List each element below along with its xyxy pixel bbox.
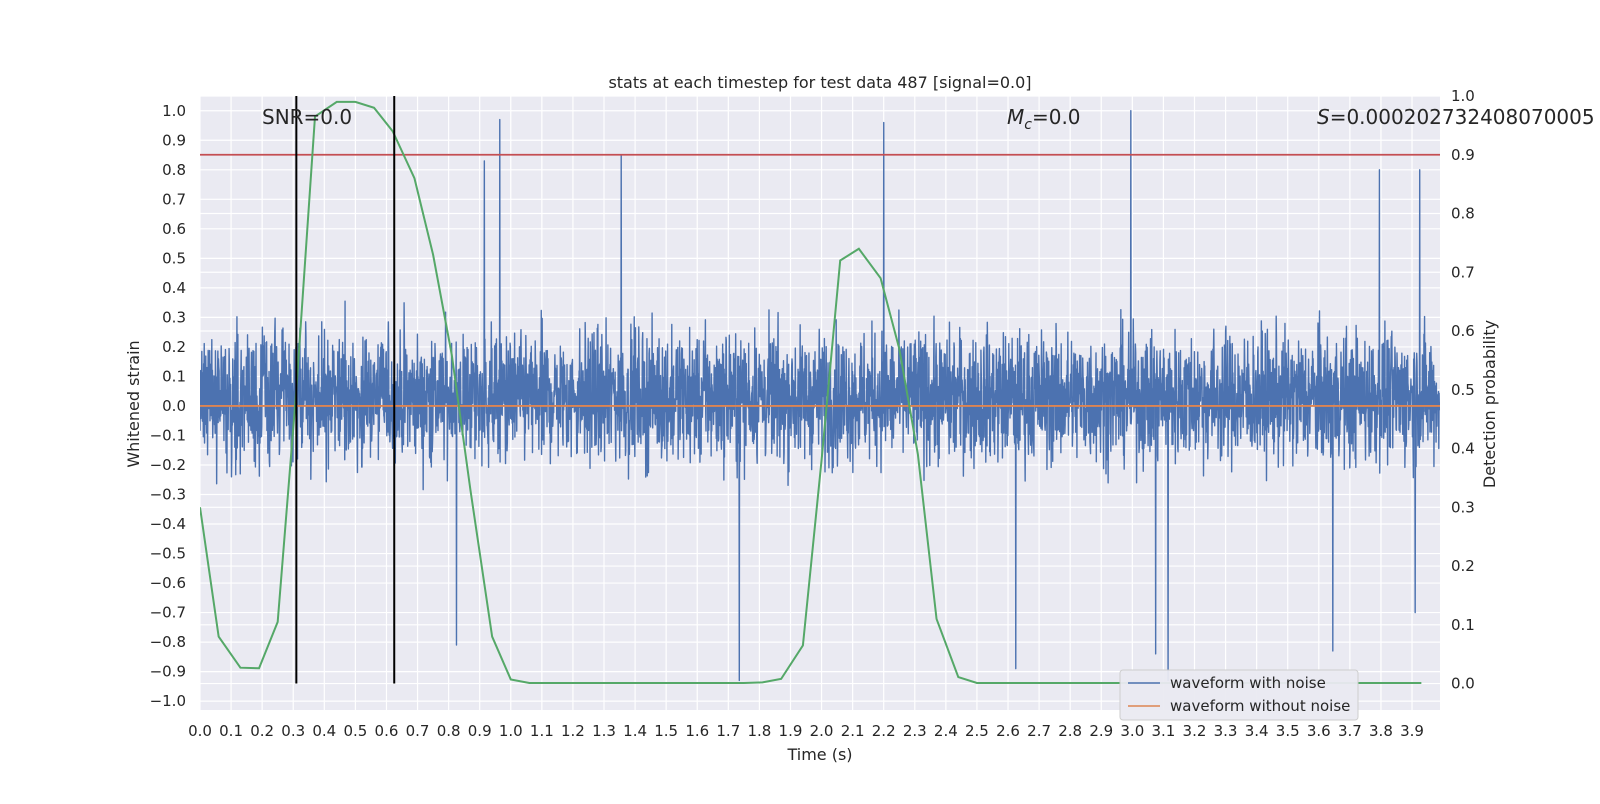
y-tick-label: 0.6 xyxy=(162,220,186,238)
x-tick-label: 3.7 xyxy=(1338,722,1362,740)
y2-tick-label: 0.8 xyxy=(1451,205,1475,223)
x-tick-label: 2.4 xyxy=(934,722,958,740)
chart-title: stats at each timestep for test data 487… xyxy=(608,73,1031,92)
x-tick-label: 1.1 xyxy=(530,722,554,740)
x-tick-label: 3.1 xyxy=(1151,722,1175,740)
x-tick-label: 2.0 xyxy=(810,722,834,740)
x-tick-label: 0.5 xyxy=(343,722,367,740)
s-symbol: S xyxy=(1317,105,1330,129)
x-axis-label: Time (s) xyxy=(786,745,852,764)
y-tick-label: 1.0 xyxy=(162,102,186,120)
y-tick-label: −0.4 xyxy=(150,515,186,533)
y2-tick-label: 0.3 xyxy=(1451,498,1475,516)
x-tick-label: 1.9 xyxy=(779,722,803,740)
y-tick-label: −0.1 xyxy=(150,426,186,444)
x-tick-label: 3.4 xyxy=(1245,722,1269,740)
x-tick-label: 1.5 xyxy=(654,722,678,740)
x-tick-label: 2.5 xyxy=(965,722,989,740)
x-tick-label: 2.9 xyxy=(1089,722,1113,740)
s-annotation: S=0.00020273240807000​5 xyxy=(1317,105,1595,129)
x-tick-label: 3.6 xyxy=(1307,722,1331,740)
x-tick-label: 1.7 xyxy=(716,722,740,740)
x-tick-label: 1.6 xyxy=(685,722,709,740)
y2-tick-label: 0.9 xyxy=(1451,146,1475,164)
x-tick-label: 2.8 xyxy=(1058,722,1082,740)
y-tick-label: 0.0 xyxy=(162,397,186,415)
chirp-mass-subscript: c xyxy=(1024,117,1032,133)
y-tick-label: 0.4 xyxy=(162,279,186,297)
s-value: =0.00020273240807000​5 xyxy=(1330,105,1595,129)
y-tick-label: −0.9 xyxy=(150,663,186,681)
y-tick-label: 0.7 xyxy=(162,190,186,208)
x-tick-label: 3.5 xyxy=(1276,722,1300,740)
y-tick-label: −0.8 xyxy=(150,633,186,651)
x-tick-label: 2.7 xyxy=(1027,722,1051,740)
y-tick-label: −0.3 xyxy=(150,486,186,504)
legend-label-clean: waveform without noise xyxy=(1170,697,1350,715)
x-tick-label: 1.0 xyxy=(499,722,523,740)
x-tick-label: 0.2 xyxy=(250,722,274,740)
legend-box xyxy=(1119,669,1359,721)
waveform-with-noise-line xyxy=(200,110,1440,682)
x-tick-label: 0.9 xyxy=(468,722,492,740)
x-tick-label: 3.2 xyxy=(1183,722,1207,740)
y-tick-label: −0.5 xyxy=(150,545,186,563)
y2-tick-label: 0.6 xyxy=(1451,322,1475,340)
y2-tick-label: 0.4 xyxy=(1451,440,1475,458)
y-axis-ticks: 1.0 0.9 0.8 0.7 0.6 0.5 0.4 0.3 0.2 0.1 0.0 −0.1 −0.… xyxy=(150,102,186,710)
y2-tick-label: 0.5 xyxy=(1451,381,1475,399)
y2-axis-label: Detection probability xyxy=(1480,320,1499,488)
y-axis-label: Whitened strain xyxy=(124,340,143,467)
x-tick-label: 2.1 xyxy=(841,722,865,740)
y-tick-label: 0.9 xyxy=(162,131,186,149)
y2-tick-label: 0.2 xyxy=(1451,557,1475,575)
y2-tick-label: 0.0 xyxy=(1451,675,1475,693)
x-axis-ticks: 0.0 0.1 0.2 0.3 0.4 0.5 0.6 0.7 0.8 0.9 1.0 1.1 1.2 1… xyxy=(188,722,1424,740)
x-tick-label: 1.8 xyxy=(747,722,771,740)
chirp-mass-value: =0.0 xyxy=(1032,105,1081,129)
x-tick-label: 3.9 xyxy=(1400,722,1424,740)
x-tick-label: 3.8 xyxy=(1369,722,1393,740)
y-tick-label: 0.8 xyxy=(162,161,186,179)
y-tick-label: 0.3 xyxy=(162,308,186,326)
x-tick-label: 2.6 xyxy=(996,722,1020,740)
y-tick-label: 0.2 xyxy=(162,338,186,356)
y-tick-label: −0.2 xyxy=(150,456,186,474)
x-tick-label: 0.0 xyxy=(188,722,212,740)
y-tick-label: 0.1 xyxy=(162,367,186,385)
x-tick-label: 3.0 xyxy=(1120,722,1144,740)
x-tick-label: 3.3 xyxy=(1214,722,1238,740)
x-tick-label: 0.4 xyxy=(312,722,336,740)
y-tick-label: −0.6 xyxy=(150,574,186,592)
legend-label-noise: waveform with noise xyxy=(1170,674,1326,692)
x-tick-label: 0.1 xyxy=(219,722,243,740)
x-tick-label: 0.8 xyxy=(437,722,461,740)
x-tick-label: 1.4 xyxy=(623,722,647,740)
y-tick-label: −1.0 xyxy=(150,692,186,710)
y2-tick-label: 0.1 xyxy=(1451,616,1475,634)
legend: waveform with noise waveform without noi… xyxy=(1119,669,1359,721)
x-tick-label: 0.6 xyxy=(375,722,399,740)
x-tick-label: 1.3 xyxy=(592,722,616,740)
y2-axis-ticks: 1.0 0.9 0.8 0.7 0.6 0.5 0.4 0.3 0.2 0.1 0.0 xyxy=(1451,87,1475,693)
y2-tick-label: 0.7 xyxy=(1451,263,1475,281)
y-tick-label: 0.5 xyxy=(162,249,186,267)
x-tick-label: 0.3 xyxy=(281,722,305,740)
x-tick-label: 0.7 xyxy=(406,722,430,740)
y2-tick-label: 1.0 xyxy=(1451,87,1475,105)
chirp-mass-symbol: M xyxy=(1007,105,1024,129)
chirp-mass-annotation: Mc=0.0 xyxy=(1007,105,1081,133)
x-tick-label: 2.2 xyxy=(872,722,896,740)
snr-annotation: SNR=0.0 xyxy=(262,105,352,129)
y-tick-label: −0.7 xyxy=(150,604,186,622)
x-tick-label: 1.2 xyxy=(561,722,585,740)
x-tick-label: 2.3 xyxy=(903,722,927,740)
